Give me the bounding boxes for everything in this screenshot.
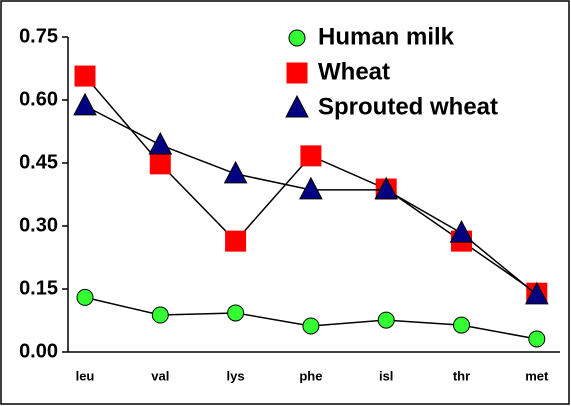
point <box>76 288 94 306</box>
point <box>225 230 247 252</box>
legend-marker <box>285 94 309 118</box>
y-tick-label: 0.15 <box>19 277 58 299</box>
legend-label: Wheat <box>318 58 390 85</box>
point <box>374 176 399 200</box>
point <box>148 131 173 155</box>
x-tick-label: val <box>151 368 169 383</box>
x-tick-label: leu <box>76 368 95 383</box>
point <box>227 304 245 322</box>
x-tick-label: thr <box>453 368 470 383</box>
point <box>74 65 96 87</box>
point <box>377 311 395 329</box>
y-tick-label: 0.45 <box>19 151 58 173</box>
legend-label: Sprouted wheat <box>318 93 498 120</box>
point <box>453 316 470 334</box>
legend-label: Human milk <box>318 23 455 50</box>
point <box>223 160 248 184</box>
y-tick-label: 0.00 <box>19 340 58 362</box>
y-tick-label: 0.30 <box>19 214 58 236</box>
x-tick-label: phe <box>299 368 322 383</box>
x-tick-label: met <box>525 368 549 383</box>
point <box>299 176 323 200</box>
point <box>300 145 322 167</box>
point <box>149 153 171 175</box>
point <box>449 220 474 243</box>
point <box>302 317 320 335</box>
x-tick-label: lys <box>227 368 245 383</box>
y-tick-label: 0.75 <box>19 25 58 47</box>
x-tick-label: isl <box>379 368 393 383</box>
point <box>73 92 97 116</box>
point <box>524 281 549 305</box>
point <box>151 306 169 324</box>
legend-marker <box>286 62 308 84</box>
legend-marker <box>288 29 306 47</box>
y-tick-label: 0.60 <box>19 88 58 110</box>
point <box>528 330 546 348</box>
